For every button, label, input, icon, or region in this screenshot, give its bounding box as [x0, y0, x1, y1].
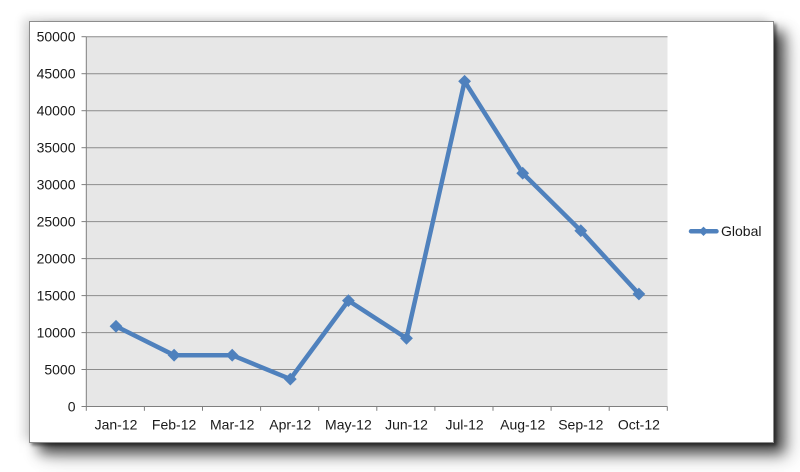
- svg-text:5000: 5000: [44, 362, 75, 378]
- svg-text:Jan-12: Jan-12: [95, 417, 138, 433]
- svg-text:0: 0: [68, 399, 76, 415]
- svg-text:Jul-12: Jul-12: [446, 417, 484, 433]
- svg-text:30000: 30000: [37, 177, 76, 193]
- svg-text:Oct-12: Oct-12: [618, 417, 660, 433]
- svg-text:May-12: May-12: [325, 417, 372, 433]
- svg-text:Sep-12: Sep-12: [558, 417, 603, 433]
- svg-text:Aug-12: Aug-12: [500, 417, 545, 433]
- svg-text:35000: 35000: [37, 140, 76, 156]
- svg-text:20000: 20000: [37, 251, 76, 267]
- svg-text:Jun-12: Jun-12: [385, 417, 428, 433]
- svg-text:10000: 10000: [37, 325, 76, 341]
- svg-text:15000: 15000: [37, 288, 76, 304]
- svg-text:Mar-12: Mar-12: [210, 417, 255, 433]
- svg-text:Feb-12: Feb-12: [152, 417, 197, 433]
- svg-text:Apr-12: Apr-12: [269, 417, 311, 433]
- svg-text:Global: Global: [721, 223, 761, 239]
- svg-text:25000: 25000: [37, 214, 76, 230]
- svg-text:45000: 45000: [37, 66, 76, 82]
- svg-text:50000: 50000: [37, 29, 76, 45]
- svg-text:40000: 40000: [37, 103, 76, 119]
